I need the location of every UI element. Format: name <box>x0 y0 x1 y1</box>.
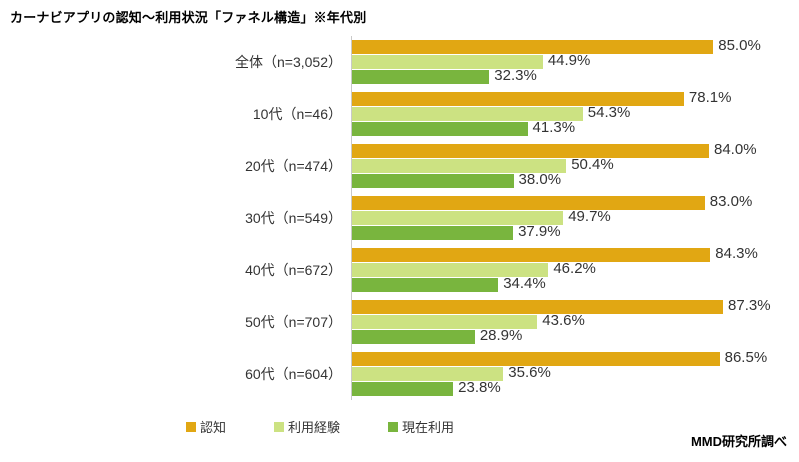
chart-row: 40代（n=672） 84.3% 46.2% 34.4% <box>0 244 799 296</box>
legend-item: 認知 <box>186 417 226 436</box>
chart-row: 10代（n=46） 78.1% 54.3% 41.3% <box>0 88 799 140</box>
bar-line: 86.5% <box>352 349 777 366</box>
bar-現在利用 <box>352 278 499 292</box>
bar-line: 32.3% <box>352 67 777 84</box>
value-label: 35.6% <box>508 364 551 381</box>
chart-title: カーナビアプリの認知～利用状況「ファネル構造」※年代別 <box>10 10 367 25</box>
value-label: 54.3% <box>587 104 631 121</box>
bar-line: 28.9% <box>352 327 777 344</box>
bar-line: 35.6% <box>352 364 777 381</box>
value-label: 83.0% <box>709 193 753 210</box>
value-label: 38.0% <box>518 171 562 188</box>
value-label: 34.4% <box>503 275 546 292</box>
bar-現在利用 <box>352 382 454 396</box>
bar-現在利用 <box>352 70 490 84</box>
value-label: 23.8% <box>458 379 501 396</box>
category-label: 全体（n=3,052） <box>235 54 342 70</box>
category-label: 50代（n=707） <box>245 314 342 330</box>
legend-label: 認知 <box>200 420 227 435</box>
value-label: 87.3% <box>728 297 771 314</box>
bar-利用経験 <box>352 315 538 329</box>
plot-area: 85.0% 44.9% 32.3% <box>351 36 777 88</box>
bar-認知 <box>352 40 714 54</box>
bar-line: 84.3% <box>352 245 777 262</box>
value-label: 50.4% <box>571 156 614 173</box>
bar-line: 37.9% <box>352 223 777 240</box>
chart-row: 30代（n=549） 83.0% 49.7% 37.9% <box>0 192 799 244</box>
bar-利用経験 <box>352 159 567 173</box>
chart-rows: 全体（n=3,052） 85.0% 44.9% 32.3% 10代（n=46） 78.1%… <box>0 36 799 400</box>
value-label: 46.2% <box>553 260 596 277</box>
chart-row: 全体（n=3,052） 85.0% 44.9% 32.3% <box>0 36 799 88</box>
chart-row: 20代（n=474） 84.0% 50.4% 38.0% <box>0 140 799 192</box>
plot-area: 83.0% 49.7% 37.9% <box>351 192 777 244</box>
value-label: 28.9% <box>479 327 523 344</box>
plot-area: 84.0% 50.4% 38.0% <box>351 140 777 192</box>
bar-line: 84.0% <box>352 141 777 158</box>
value-label: 78.1% <box>688 89 732 106</box>
category-label: 30代（n=549） <box>245 210 342 226</box>
bar-現在利用 <box>352 330 475 344</box>
bar-line: 78.1% <box>352 89 777 106</box>
bar-利用経験 <box>352 367 504 381</box>
category-label: 40代（n=672） <box>245 262 342 278</box>
legend-swatch-icon <box>186 421 196 432</box>
legend-label: 利用経験 <box>288 420 341 435</box>
bar-line: 49.7% <box>352 208 777 225</box>
category-label: 60代（n=604） <box>245 366 342 382</box>
value-label: 84.0% <box>714 141 757 158</box>
value-label: 85.0% <box>718 37 761 54</box>
legend-item: 現在利用 <box>388 417 454 436</box>
value-label: 84.3% <box>715 245 758 262</box>
plot-area: 87.3% 43.6% 28.9% <box>351 296 777 348</box>
value-label: 37.9% <box>518 223 561 240</box>
plot-area: 86.5% 35.6% 23.8% <box>351 348 777 400</box>
value-label: 43.6% <box>542 312 585 329</box>
bar-line: 23.8% <box>352 379 777 396</box>
value-label: 49.7% <box>568 208 611 225</box>
bar-利用経験 <box>352 107 583 121</box>
bar-認知 <box>352 352 720 366</box>
legend-label: 現在利用 <box>402 420 455 435</box>
bar-line: 41.3% <box>352 119 777 136</box>
bar-利用経験 <box>352 211 564 225</box>
value-label: 32.3% <box>494 67 537 84</box>
bar-認知 <box>352 248 711 262</box>
category-label: 10代（n=46） <box>252 106 342 122</box>
legend-item: 利用経験 <box>274 417 340 436</box>
bar-認知 <box>352 144 709 158</box>
legend-swatch-icon <box>388 421 399 432</box>
plot-area: 84.3% 46.2% 34.4% <box>351 244 777 296</box>
bar-現在利用 <box>352 226 514 240</box>
category-label: 20代（n=474） <box>245 158 342 174</box>
bar-認知 <box>352 196 705 210</box>
source-credit: MMD研究所調べ <box>690 434 787 449</box>
value-label: 44.9% <box>547 52 591 69</box>
bar-line: 43.6% <box>352 312 777 329</box>
chart-row: 50代（n=707） 87.3% 43.6% 28.9% <box>0 296 799 348</box>
bar-利用経験 <box>352 263 549 277</box>
bar-line: 83.0% <box>352 193 777 210</box>
bar-line: 38.0% <box>352 171 777 188</box>
value-label: 41.3% <box>532 119 576 136</box>
bar-line: 50.4% <box>352 156 777 173</box>
bar-認知 <box>352 92 684 106</box>
legend: 認知 利用経験 現在利用 <box>186 417 454 436</box>
value-label: 86.5% <box>724 349 768 366</box>
bar-現在利用 <box>352 122 528 136</box>
chart-row: 60代（n=604） 86.5% 35.6% 23.8% <box>0 348 799 400</box>
bar-line: 87.3% <box>352 297 777 314</box>
bar-line: 85.0% <box>352 37 777 54</box>
bar-line: 34.4% <box>352 275 777 292</box>
bar-利用経験 <box>352 55 543 69</box>
bar-認知 <box>352 300 724 314</box>
legend-swatch-icon <box>274 421 285 432</box>
bar-line: 46.2% <box>352 260 777 277</box>
bar-line: 44.9% <box>352 52 777 69</box>
bar-現在利用 <box>352 174 514 188</box>
bar-line: 54.3% <box>352 104 777 121</box>
plot-area: 78.1% 54.3% 41.3% <box>351 88 777 140</box>
